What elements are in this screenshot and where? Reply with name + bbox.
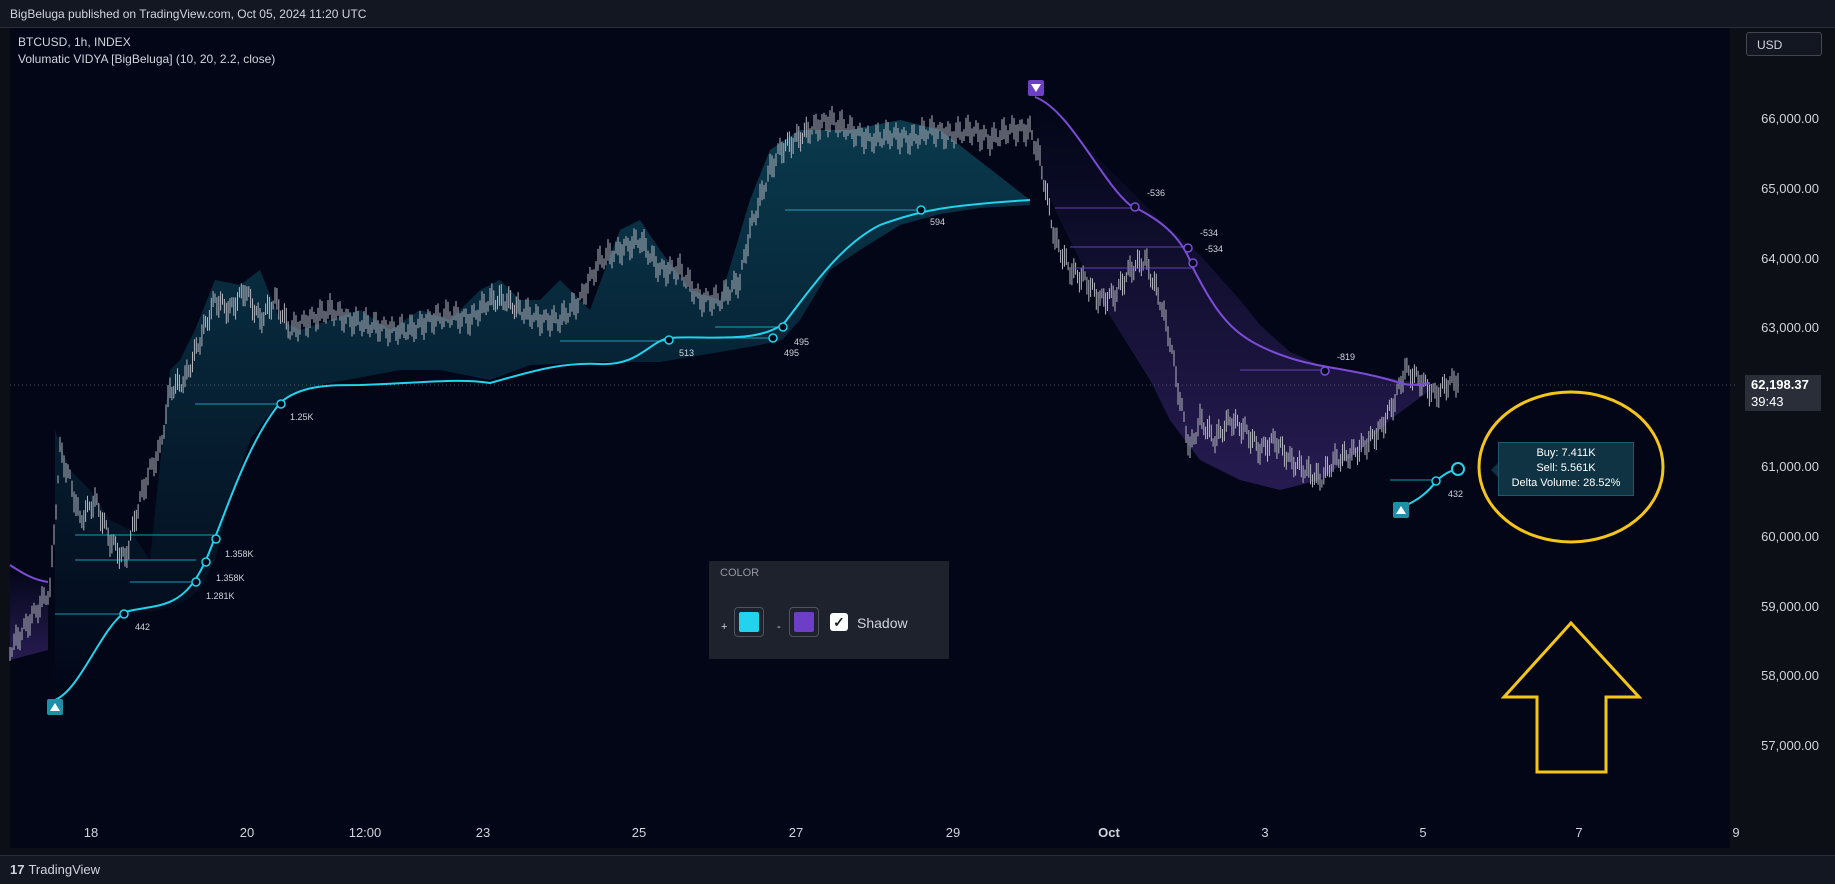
- vol-label: 1.25K: [290, 412, 314, 422]
- signal-markers: [47, 80, 1409, 715]
- minus-label: -: [777, 621, 781, 633]
- vol-label: -534: [1200, 228, 1218, 238]
- tooltip-buy: Buy: 7.411K: [1536, 447, 1596, 459]
- vol-label: 594: [930, 217, 945, 227]
- price-tick: 58,000.00: [1761, 668, 1819, 683]
- bull-color-swatch[interactable]: [734, 607, 764, 637]
- price-tick: 63,000.00: [1761, 320, 1819, 335]
- bear-color-swatch[interactable]: [789, 607, 819, 637]
- tooltip-arrow: [1491, 463, 1498, 477]
- bear-shadow-area: [1035, 100, 1430, 490]
- symbol-info[interactable]: BTCUSD, 1h, INDEX: [18, 35, 131, 49]
- time-tick: 27: [788, 825, 804, 840]
- vol-label: 1.358K: [216, 573, 245, 583]
- price-tick: 57,000.00: [1761, 738, 1819, 753]
- indicator-info[interactable]: Volumatic VIDYA [BigBeluga] (10, 20, 2.2…: [18, 52, 276, 66]
- currency-button[interactable]: USD: [1746, 32, 1822, 56]
- price-tick: 65,000.00: [1761, 181, 1819, 196]
- price-tick: 59,000.00: [1761, 599, 1819, 614]
- time-tick: 3: [1261, 825, 1269, 840]
- time-tick: 20: [239, 825, 255, 840]
- price-candles: [9, 105, 1459, 661]
- bear-shadow-left: [10, 565, 48, 660]
- bar-countdown: 39:43: [1751, 394, 1784, 409]
- time-tick: 18: [83, 825, 99, 840]
- footer-bar: 17 TradingView: [0, 855, 1835, 884]
- last-price-badge: 62,198.37 39:43: [1745, 375, 1821, 411]
- publish-info: BigBeluga published on TradingView.com, …: [10, 7, 367, 21]
- shadow-label[interactable]: Shadow: [857, 615, 908, 631]
- price-tick: 61,000.00: [1761, 459, 1819, 474]
- bull-shadow-area: [55, 120, 1030, 700]
- vidya-bear-left: [9, 564, 49, 583]
- price-tick: 64,000.00: [1761, 251, 1819, 266]
- vol-label: 1.358K: [225, 549, 254, 559]
- time-tick: 29: [945, 825, 961, 840]
- publish-header: BigBeluga published on TradingView.com, …: [0, 0, 1835, 28]
- retest-markers: [119, 202, 1465, 619]
- retest-levels: [55, 207, 1437, 615]
- time-tick: 7: [1575, 825, 1583, 840]
- price-tick: 66,000.00: [1761, 111, 1819, 126]
- bull-color-fill: [739, 612, 759, 632]
- color-settings-panel: COLOR + - ✓ Shadow: [709, 561, 949, 659]
- time-tick: 12:00: [348, 825, 382, 840]
- vol-label: 495: [794, 337, 809, 347]
- time-tick: 5: [1419, 825, 1427, 840]
- vol-label: 495: [784, 348, 799, 358]
- shadow-checkbox[interactable]: ✓: [830, 613, 848, 631]
- brand-name: TradingView: [28, 862, 101, 877]
- vol-label: -534: [1205, 244, 1223, 254]
- tooltip-sell: Sell: 5.561K: [1536, 462, 1596, 474]
- tradingview-logo[interactable]: 17 TradingView: [10, 862, 100, 877]
- tv-logo-icon: 17: [10, 862, 25, 877]
- plus-label: +: [721, 621, 728, 633]
- vol-label: -819: [1337, 352, 1355, 362]
- vol-label: 513: [679, 348, 694, 358]
- vol-label: 432: [1448, 489, 1463, 499]
- highlight-ellipse: [1477, 390, 1665, 544]
- volume-labels: 442 1.281K 1.358K 1.358K 1.25K 513 495 4…: [135, 188, 1463, 632]
- time-tick: 23: [475, 825, 491, 840]
- highlight-arrow: [1500, 620, 1643, 774]
- chart-legend[interactable]: BTCUSD, 1h, INDEX Volumatic VIDYA [BigBe…: [18, 34, 275, 68]
- time-tick: Oct: [1098, 825, 1120, 840]
- delta-volume-tooltip: Buy: 7.411K Sell: 5.561K Delta Volume: 2…: [1498, 442, 1634, 496]
- vol-label: -536: [1147, 188, 1165, 198]
- panel-title: COLOR: [720, 567, 760, 579]
- time-tick: 9: [1732, 825, 1740, 840]
- bear-color-fill: [794, 612, 814, 632]
- tooltip-delta: Delta Volume: 28.52%: [1511, 477, 1621, 489]
- vol-label: 442: [135, 622, 150, 632]
- vidya-bear-line: [1034, 96, 1431, 386]
- time-tick: 25: [631, 825, 647, 840]
- price-tick: 60,000.00: [1761, 529, 1819, 544]
- last-price-value: 62,198.37: [1751, 377, 1809, 392]
- vol-label: 1.281K: [206, 591, 235, 601]
